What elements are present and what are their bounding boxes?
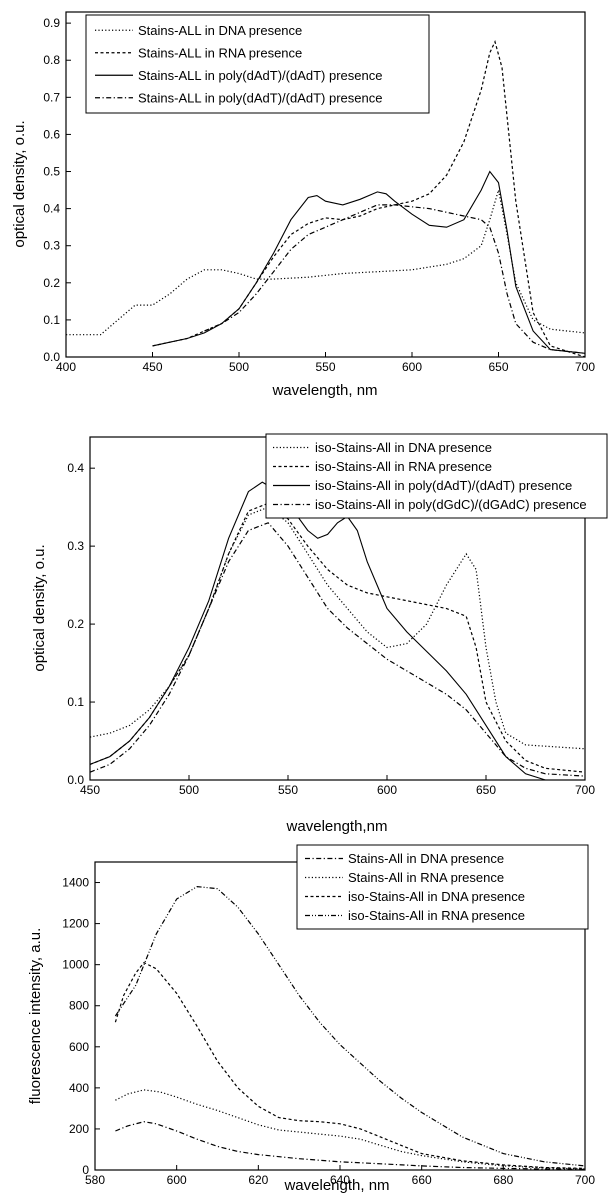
x-tick-label: 580	[85, 1173, 105, 1187]
x-tick-label: 700	[575, 360, 595, 374]
y-tick-label: 1200	[62, 917, 89, 931]
y-tick-label: 0.4	[67, 461, 84, 475]
x-tick-label: 500	[179, 783, 199, 797]
legend: Stains-All in DNA presence Stains-All in …	[296, 844, 589, 930]
legend-label-1: Stains-ALL in DNA presence	[138, 23, 302, 38]
y-tick-label: 0.1	[43, 313, 60, 327]
series-line-4	[114, 885, 586, 1167]
x-tick-label: 450	[142, 360, 162, 374]
legend: Stains-ALL in DNA presence Stains-ALL in …	[85, 14, 430, 114]
x-tick-label: 600	[377, 783, 397, 797]
legend-label-2: Stains-ALL in RNA presence	[138, 45, 302, 60]
x-tick-label: 700	[575, 783, 595, 797]
x-tick-label: 660	[412, 1173, 432, 1187]
x-tick-label: 650	[476, 783, 496, 797]
x-tick-label: 680	[493, 1173, 513, 1187]
x-axis-title: wavelength, nm	[271, 382, 377, 399]
x-tick-label: 640	[330, 1173, 350, 1187]
y-axis-title: optical density, o.u.	[11, 120, 28, 247]
series-line-3	[89, 481, 585, 781]
x-tick-label: 650	[488, 360, 508, 374]
legend-label-1: Stains-All in DNA presence	[348, 851, 504, 866]
series-line-4	[89, 522, 586, 777]
y-tick-label: 0	[82, 1163, 89, 1177]
y-tick-label: 0.0	[67, 773, 84, 787]
legend-label-1: iso-Stains-All in DNA presence	[315, 440, 492, 455]
x-tick-label: 620	[248, 1173, 268, 1187]
y-tick-label: 0.3	[67, 539, 84, 553]
legend-label-3: iso-Stains-All in poly(dAdT)/(dAdT) pres…	[315, 478, 572, 493]
y-tick-label: 600	[69, 1040, 89, 1054]
y-tick-label: 0.2	[67, 617, 84, 631]
legend-label-2: iso-Stains-All in RNA presence	[315, 459, 492, 474]
x-axis-title: wavelength, nm	[283, 1177, 389, 1193]
legend-label-4: iso-Stains-All in poly(dGdC)/(dGAdC) pre…	[315, 497, 587, 512]
chart-panel-3: 580 600 620 640 660 680 700 0 200 400 600 800 1000 12…	[27, 844, 595, 1193]
y-tick-label: 0.3	[43, 239, 60, 253]
y-tick-label: 0.5	[43, 165, 60, 179]
series-line-1	[115, 1121, 586, 1170]
chart-panel-1: 400 450 500 550 600 650 700 0.0 0.1 0.2 0.3 0.4 0.5 0…	[11, 11, 595, 399]
y-tick-label: 0.4	[43, 202, 60, 216]
x-tick-label: 500	[229, 360, 249, 374]
y-tick-label: 0.7	[43, 90, 60, 104]
y-tick-label: 1400	[62, 876, 89, 890]
x-tick-label: 400	[56, 360, 76, 374]
legend-box	[85, 14, 430, 114]
legend-label-2: Stains-All in RNA presence	[348, 870, 504, 885]
y-tick-label: 0.1	[67, 695, 84, 709]
x-tick-label: 450	[80, 783, 100, 797]
x-tick-label: 600	[402, 360, 422, 374]
y-tick-label: 1000	[62, 958, 89, 972]
x-tick-label: 550	[315, 360, 335, 374]
chart-panel-2: 450 500 550 600 650 700 0.0 0.1 0.2 0.3 0.4 wavele…	[31, 433, 608, 835]
series-line-3	[152, 170, 586, 354]
series-line-2	[152, 39, 586, 358]
y-tick-label: 800	[69, 999, 89, 1013]
series-line-2	[89, 502, 586, 773]
x-tick-label: 550	[278, 783, 298, 797]
legend-box	[296, 844, 589, 930]
legend-label-4: iso-Stains-All in RNA presence	[348, 908, 525, 923]
y-tick-label: 0.8	[43, 53, 60, 67]
y-tick-label: 400	[69, 1081, 89, 1095]
y-tick-label: 0.0	[43, 350, 60, 364]
legend-label-3: iso-Stains-All in DNA presence	[348, 889, 525, 904]
legend-box	[265, 433, 608, 519]
series-line-1	[89, 506, 586, 750]
y-tick-label: 0.9	[43, 16, 60, 30]
x-tick-label: 700	[575, 1173, 595, 1187]
legend-label-3: Stains-ALL in poly(dAdT)/(dAdT) presence	[138, 68, 382, 83]
y-tick-label: 0.2	[43, 276, 60, 290]
y-axis-title: fluorescence intensity, a.u.	[27, 928, 44, 1104]
x-tick-label: 600	[167, 1173, 187, 1187]
y-tick-label: 0.6	[43, 127, 60, 141]
series-line-3	[114, 961, 586, 1169]
y-axis-title: optical density, o.u.	[31, 544, 48, 671]
legend: iso-Stains-All in DNA presence iso-Stains…	[265, 433, 608, 519]
x-axis-title: wavelength,nm	[286, 818, 388, 835]
series-line-4	[204, 204, 586, 354]
series-line-1	[66, 189, 586, 336]
series-line-2	[115, 1089, 586, 1170]
legend-label-4: Stains-ALL in poly(dAdT)/(dAdT) presence	[138, 90, 382, 105]
y-tick-label: 200	[69, 1122, 89, 1136]
